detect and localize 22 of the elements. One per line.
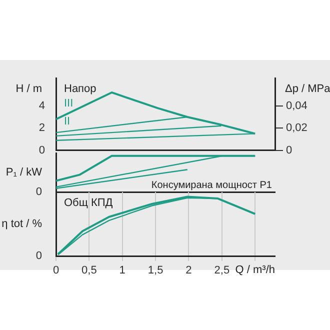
x-axis-title: Q / m³/h bbox=[235, 264, 275, 276]
y2-tick-label: 0,04 bbox=[286, 100, 308, 112]
y-tick-label: 2 bbox=[38, 122, 45, 134]
y-axis-title: H / m bbox=[16, 83, 42, 96]
y2-tick-label: 0 bbox=[286, 144, 292, 156]
annotation: III bbox=[64, 97, 74, 110]
text: Консумирана мощност P1 bbox=[151, 180, 272, 191]
y-tick-label: 4 bbox=[38, 100, 45, 112]
y2-axis-title: Δp / MPa bbox=[285, 83, 330, 96]
x-tick-label: 0,5 bbox=[82, 264, 97, 277]
x-tick-label: 0 bbox=[52, 264, 60, 277]
chart-title: Общ КПД bbox=[64, 197, 114, 210]
y-axis-title: η tot / % bbox=[2, 218, 42, 230]
y-tick-label: 0 bbox=[38, 144, 45, 156]
y2-tick-label: 0,02 bbox=[286, 122, 308, 134]
x-tick-label: 2,5 bbox=[214, 264, 230, 277]
x-tick-label: 1,5 bbox=[148, 264, 164, 277]
y-axis-title: P₁ / kW bbox=[6, 166, 43, 179]
text: Напор bbox=[64, 83, 96, 96]
x-tick-label: 2 bbox=[186, 264, 192, 277]
annotation: II bbox=[64, 115, 70, 128]
x-tick-label: 1 bbox=[119, 264, 126, 277]
